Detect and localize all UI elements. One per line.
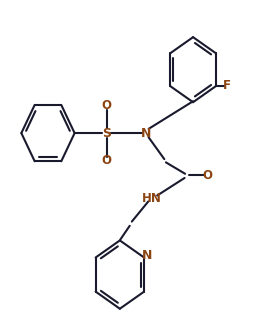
Text: O: O	[203, 169, 213, 182]
Text: O: O	[101, 99, 112, 112]
Text: N: N	[141, 127, 152, 140]
Text: HN: HN	[142, 192, 162, 205]
Text: O: O	[101, 154, 112, 167]
Text: S: S	[102, 127, 111, 140]
Text: F: F	[223, 79, 231, 92]
Text: N: N	[142, 249, 153, 262]
